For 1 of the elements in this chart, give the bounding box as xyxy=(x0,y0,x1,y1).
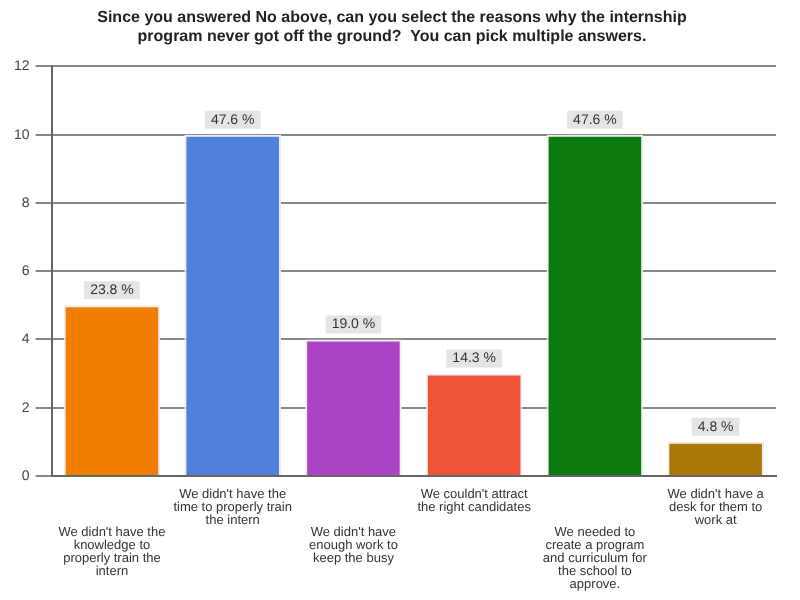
chart-title: Since you answered No above, can you select the reasons why the internship program never got off the ground? You can pick multiple answers. xyxy=(97,8,687,46)
